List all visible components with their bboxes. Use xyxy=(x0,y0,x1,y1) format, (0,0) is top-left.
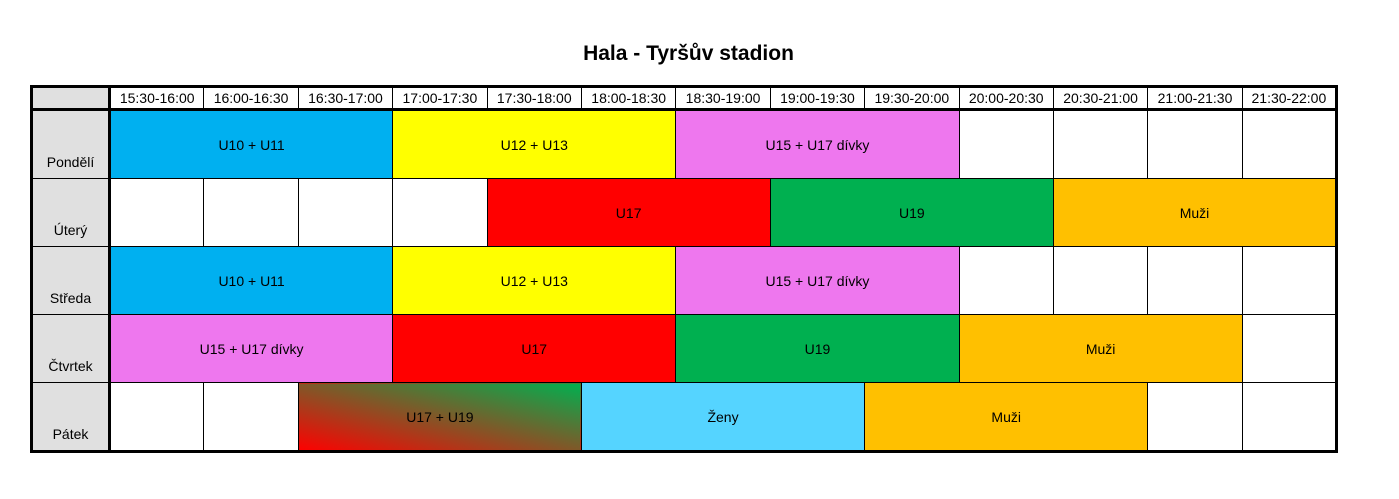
empty-slot xyxy=(1052,246,1149,315)
training-block: U15 + U17 dívky xyxy=(675,246,960,315)
training-block: Muži xyxy=(864,382,1149,452)
day-label: Úterý xyxy=(31,178,111,247)
training-block: U17 + U19 xyxy=(297,382,582,452)
empty-slot xyxy=(392,178,488,247)
empty-slot xyxy=(958,246,1054,315)
time-header: 17:30-18:00 xyxy=(486,86,582,111)
training-block: U12 + U13 xyxy=(392,246,677,315)
empty-slot xyxy=(958,109,1054,179)
time-header: 15:30-16:00 xyxy=(108,86,205,111)
training-block: U19 xyxy=(675,314,960,383)
empty-slot xyxy=(108,382,205,452)
empty-slot xyxy=(1241,246,1338,315)
training-block: U17 xyxy=(392,314,677,383)
time-header: 20:30-21:00 xyxy=(1052,86,1149,111)
day-label: Pátek xyxy=(31,382,111,452)
empty-slot xyxy=(1147,246,1243,315)
empty-slot xyxy=(1241,109,1338,179)
training-block: U10 + U11 xyxy=(108,109,394,179)
training-block: Muži xyxy=(958,314,1243,383)
time-header: 18:30-19:00 xyxy=(675,86,771,111)
empty-slot xyxy=(297,178,394,247)
time-header: 21:00-21:30 xyxy=(1147,86,1243,111)
day-label: Pondělí xyxy=(31,109,111,179)
training-block: U15 + U17 dívky xyxy=(108,314,394,383)
empty-slot xyxy=(1147,109,1243,179)
empty-slot xyxy=(108,178,205,247)
empty-slot xyxy=(1241,314,1338,383)
time-header: 20:00-20:30 xyxy=(958,86,1054,111)
training-block: Muži xyxy=(1052,178,1338,247)
time-header: 19:30-20:00 xyxy=(864,86,960,111)
time-header: 16:30-17:00 xyxy=(297,86,394,111)
time-header: 17:00-17:30 xyxy=(392,86,488,111)
time-header: 16:00-16:30 xyxy=(203,86,299,111)
empty-slot xyxy=(1052,109,1149,179)
empty-slot xyxy=(203,382,299,452)
day-row: Čtvrtek U15 + U17 dívky U17 U19 Muži xyxy=(31,314,1338,383)
training-block: U17 xyxy=(486,178,771,247)
empty-slot xyxy=(1241,382,1338,452)
empty-slot xyxy=(203,178,299,247)
training-block: U12 + U13 xyxy=(392,109,677,179)
schedule-table: 15:30-16:00 16:00-16:30 16:30-17:00 17:00-1… xyxy=(30,85,1339,453)
title: Hala - Tyršův stadion xyxy=(583,42,794,65)
day-row: Středa U10 + U11 U12 + U13 U15 + U17 dívky xyxy=(31,246,1338,315)
day-row: Úterý U17 U19 Muži xyxy=(31,178,1338,247)
training-block: U19 xyxy=(769,178,1054,247)
training-block: Ženy xyxy=(580,382,866,452)
header-row: 15:30-16:00 16:00-16:30 16:30-17:00 17:00-1… xyxy=(31,86,1338,111)
day-label: Středa xyxy=(31,246,111,315)
training-block: U10 + U11 xyxy=(108,246,394,315)
training-block: U15 + U17 dívky xyxy=(675,109,960,179)
day-row: Pátek U17 + U19 Ženy Muži xyxy=(31,382,1338,452)
empty-slot xyxy=(1147,382,1243,452)
corner-cell xyxy=(31,86,111,111)
time-header: 21:30-22:00 xyxy=(1241,86,1338,111)
time-header: 18:00-18:30 xyxy=(580,86,677,111)
day-label: Čtvrtek xyxy=(31,314,111,383)
day-row: Pondělí U10 + U11 U12 + U13 U15 + U17 dívky xyxy=(31,109,1338,179)
time-header: 19:00-19:30 xyxy=(769,86,866,111)
